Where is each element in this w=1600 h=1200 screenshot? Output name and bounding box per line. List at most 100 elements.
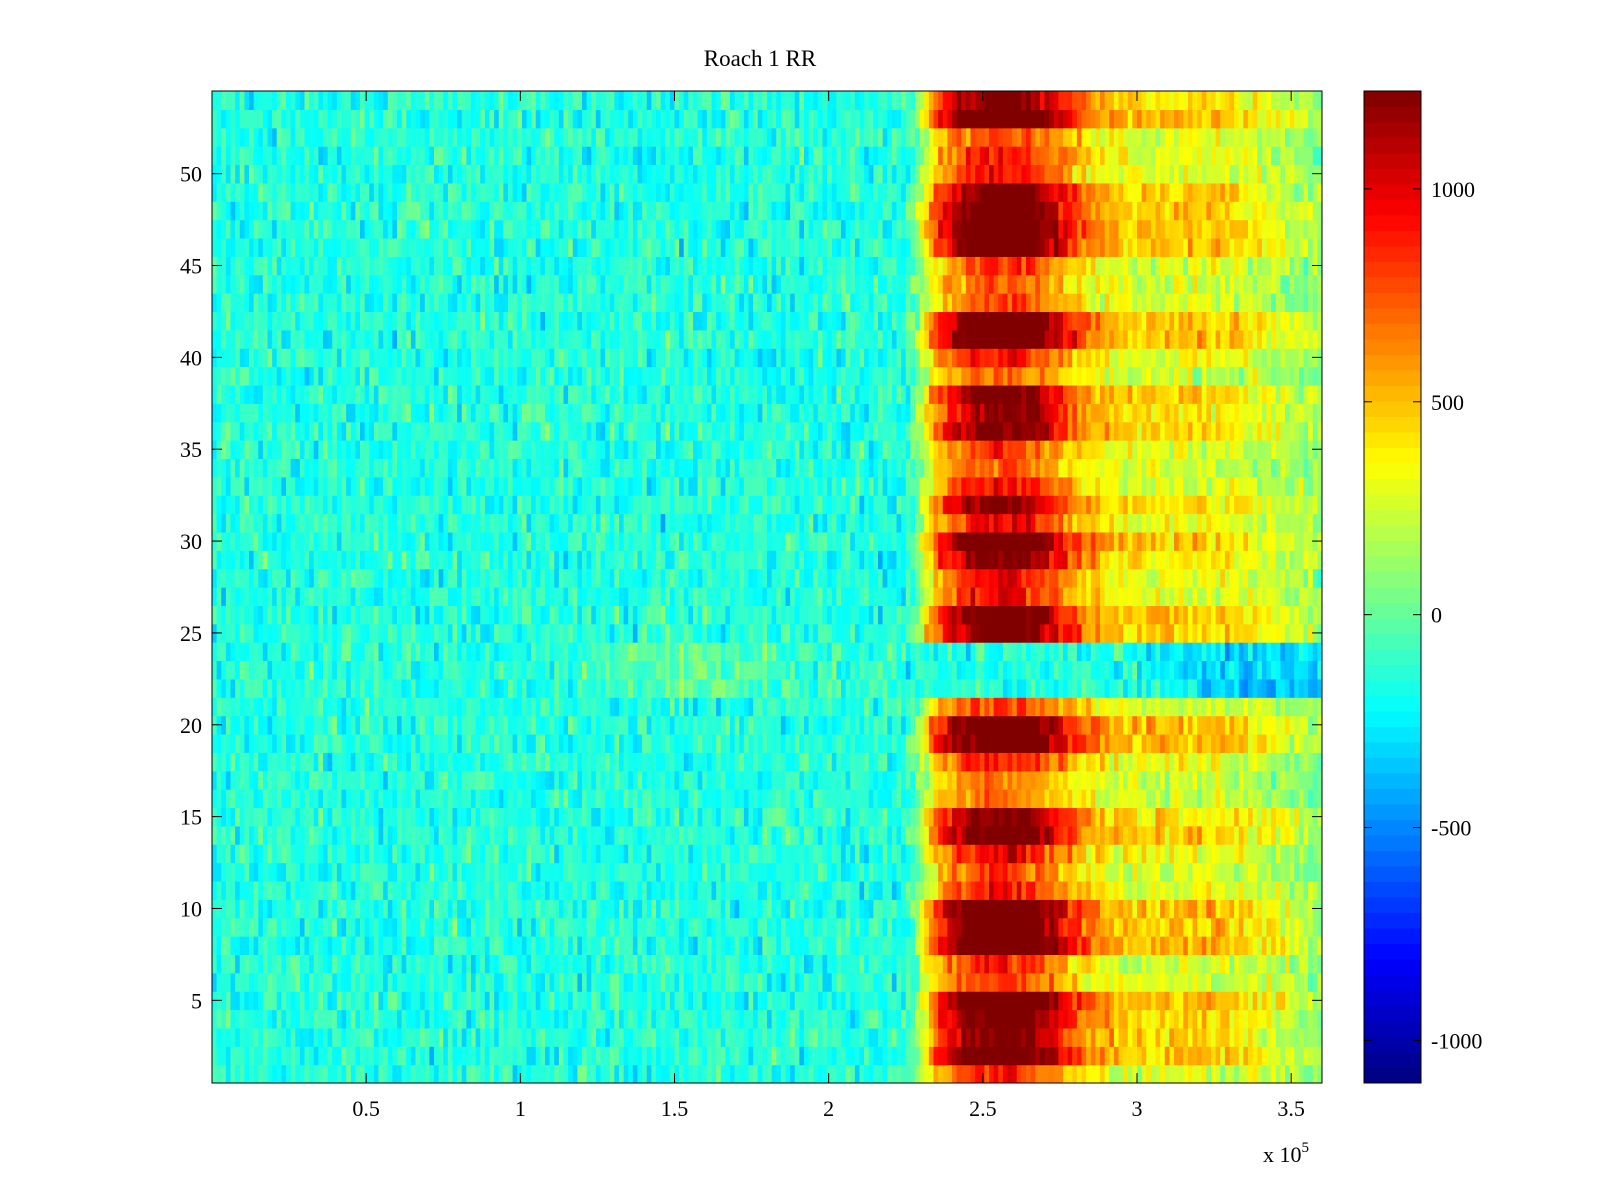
heat-cell [873,1046,879,1066]
heat-cell [1063,844,1069,864]
heat-cell [619,1027,625,1047]
heat-cell [415,697,421,717]
heat-cell [1271,770,1277,790]
heat-cell [438,715,444,735]
heat-cell [503,936,509,956]
heat-cell [572,991,578,1011]
heat-cell [882,1046,888,1066]
heat-cell [1243,825,1249,845]
heat-cell [1146,715,1152,735]
heat-cell [711,991,717,1011]
heat-cell [1303,715,1309,735]
heat-cell [905,1064,911,1083]
heat-cell [406,1027,412,1047]
heat-cell [249,1064,255,1083]
heat-cell [577,1027,583,1047]
heat-cell [753,1009,759,1029]
heat-cell [332,715,338,735]
heat-cell [276,1046,282,1066]
heat-cell [397,715,403,735]
heat-cell [859,752,865,772]
heat-cell [734,991,740,1011]
heat-cell [896,917,902,937]
heat-cell [1298,1046,1305,1066]
heat-cell [1076,733,1083,753]
heat-cell [628,1064,634,1083]
heat-cell [235,917,241,937]
heat-cell [1072,715,1078,735]
heat-cell [1285,1027,1291,1047]
heat-cell [1192,844,1198,864]
heat-cell [1266,917,1272,937]
heat-cell [984,880,990,900]
heat-cell [1132,844,1138,864]
heat-cell [910,1027,916,1047]
heat-cell [221,1064,227,1083]
heat-cell [545,954,551,974]
heat-cell [905,789,911,809]
heat-cell [984,917,990,937]
heat-cell [276,899,282,919]
heat-cell [438,1064,444,1083]
heat-cell [1049,789,1055,809]
heat-cell [1035,1009,1041,1029]
heat-cell [295,954,301,974]
heat-cell [406,917,412,937]
heat-cell [730,917,736,937]
heat-cell [1104,917,1110,937]
heat-cell [558,1046,565,1066]
heat-cell [1192,954,1198,974]
heat-cell [489,880,495,900]
heat-cell [1053,972,1059,992]
heat-cell [1229,1046,1235,1066]
heat-cell [873,899,879,919]
heat-cell [1086,844,1092,864]
heat-cell [1026,899,1032,919]
heat-cell [327,789,333,809]
heat-cell [591,991,597,1011]
heat-cell [993,733,999,753]
heat-cell [984,1046,990,1066]
heat-cell [706,1064,713,1083]
heat-cell [882,880,888,900]
heat-cell [1150,917,1157,937]
heat-cell [471,954,477,974]
heat-cell [586,1027,592,1047]
heat-cell [360,862,366,882]
heat-cell [595,954,602,974]
heat-cell [915,954,921,974]
heat-cell [933,899,939,919]
heat-cell [656,825,662,845]
heat-cell [350,899,356,919]
heat-cell [632,954,639,974]
heat-cell [1215,1027,1221,1047]
heat-cell [1067,825,1073,845]
heat-cell [1146,917,1152,937]
heat-cell [1261,936,1268,956]
heat-cell [743,1064,750,1083]
heat-cell [901,770,907,790]
heat-cell [272,697,278,717]
heat-cell [1294,1027,1300,1047]
heat-cell [475,1027,481,1047]
heat-cell [346,972,352,992]
heat-cell [1215,844,1221,864]
heat-cell [725,733,731,753]
heat-cell [471,991,477,1011]
heat-cell [1039,1046,1046,1066]
heat-cell [600,733,606,753]
heat-cell [975,733,981,753]
heat-cell [475,880,481,900]
heat-cell [753,954,759,974]
heat-cell [461,862,467,882]
heat-cell [674,1046,680,1066]
heat-cell [637,936,643,956]
heat-cell [841,844,847,864]
heat-cell [1012,789,1018,809]
heat-cell [1197,899,1203,919]
heat-cell [947,917,953,937]
heat-cell [471,936,477,956]
heat-cell [267,1046,273,1066]
heat-cell [720,936,726,956]
heat-cell [1280,880,1286,900]
